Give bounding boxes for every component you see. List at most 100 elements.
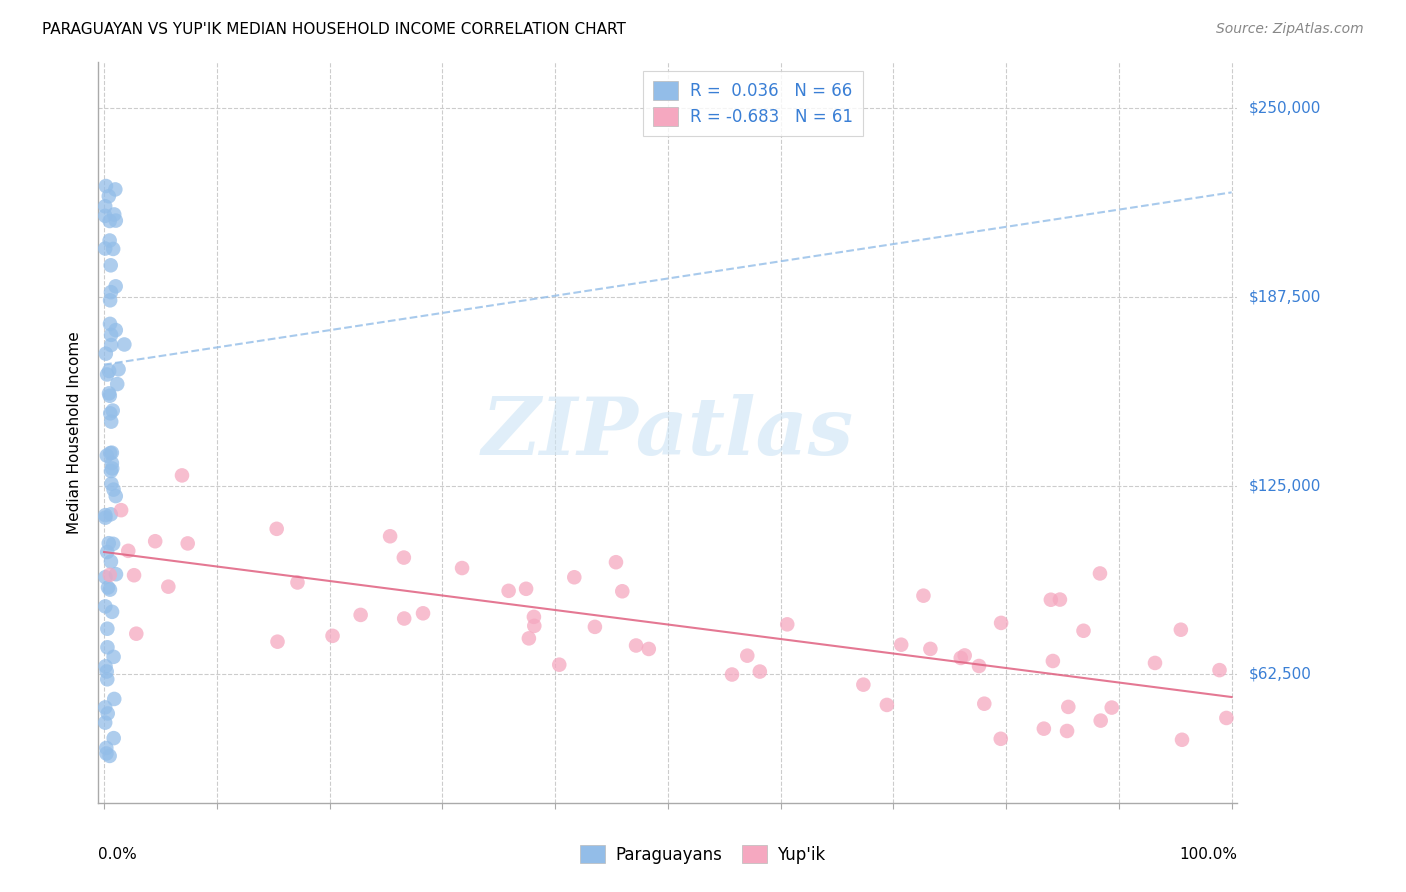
Point bbox=[94, 599, 117, 614]
Point bbox=[101, 446, 124, 460]
Point bbox=[143, 534, 166, 549]
Point bbox=[1032, 722, 1054, 736]
Point bbox=[637, 642, 659, 657]
Point bbox=[523, 610, 546, 624]
Point bbox=[967, 659, 990, 673]
Point bbox=[94, 508, 117, 523]
Point bbox=[98, 389, 121, 403]
Point bbox=[98, 748, 121, 763]
Point bbox=[104, 213, 127, 227]
Point bbox=[98, 364, 121, 378]
Point bbox=[990, 615, 1012, 630]
Point bbox=[103, 692, 125, 706]
Point bbox=[110, 503, 132, 517]
Point bbox=[1215, 711, 1237, 725]
Point bbox=[100, 476, 122, 491]
Text: $187,500: $187,500 bbox=[1249, 289, 1320, 304]
Point bbox=[94, 570, 117, 584]
Point bbox=[100, 327, 122, 342]
Point bbox=[94, 199, 117, 213]
Point bbox=[96, 640, 118, 655]
Point bbox=[94, 659, 117, 673]
Y-axis label: Median Household Income: Median Household Income bbox=[67, 331, 83, 534]
Point bbox=[100, 508, 122, 522]
Point bbox=[990, 731, 1012, 746]
Point bbox=[392, 550, 415, 565]
Legend: R =  0.036   N = 66, R = -0.683   N = 61: R = 0.036 N = 66, R = -0.683 N = 61 bbox=[644, 70, 863, 136]
Point bbox=[94, 209, 117, 223]
Point bbox=[101, 242, 124, 256]
Point bbox=[101, 537, 124, 551]
Text: $250,000: $250,000 bbox=[1249, 100, 1320, 115]
Point bbox=[98, 214, 121, 228]
Point bbox=[1143, 656, 1166, 670]
Point bbox=[1208, 663, 1230, 677]
Point bbox=[101, 605, 124, 619]
Point bbox=[104, 489, 127, 503]
Point bbox=[515, 582, 537, 596]
Point bbox=[100, 555, 122, 569]
Point bbox=[94, 715, 117, 730]
Point bbox=[392, 611, 415, 625]
Point bbox=[1073, 624, 1095, 638]
Point bbox=[920, 641, 942, 656]
Point bbox=[97, 581, 120, 595]
Point bbox=[953, 648, 976, 663]
Point bbox=[98, 293, 121, 308]
Point bbox=[1056, 723, 1078, 738]
Point bbox=[322, 629, 344, 643]
Point bbox=[96, 741, 118, 756]
Point bbox=[98, 567, 121, 582]
Point bbox=[624, 639, 647, 653]
Point bbox=[107, 362, 129, 376]
Point bbox=[157, 580, 180, 594]
Point bbox=[101, 456, 124, 470]
Point bbox=[612, 584, 634, 599]
Point bbox=[97, 536, 120, 550]
Point bbox=[170, 468, 193, 483]
Point bbox=[583, 620, 606, 634]
Point bbox=[94, 242, 117, 256]
Point bbox=[98, 386, 121, 401]
Point bbox=[973, 697, 995, 711]
Point bbox=[96, 449, 118, 463]
Point bbox=[98, 446, 121, 460]
Point bbox=[98, 317, 121, 331]
Point bbox=[748, 665, 770, 679]
Point bbox=[1090, 714, 1112, 728]
Point bbox=[1057, 699, 1080, 714]
Point bbox=[112, 337, 135, 351]
Point bbox=[103, 483, 125, 497]
Point bbox=[96, 622, 118, 636]
Point bbox=[1170, 623, 1192, 637]
Point bbox=[98, 582, 121, 597]
Point bbox=[96, 368, 118, 382]
Point bbox=[1039, 592, 1062, 607]
Text: $125,000: $125,000 bbox=[1249, 478, 1320, 493]
Point bbox=[117, 544, 139, 558]
Point bbox=[1042, 654, 1064, 668]
Point bbox=[350, 607, 373, 622]
Point bbox=[96, 545, 118, 559]
Point bbox=[100, 338, 122, 352]
Point bbox=[876, 698, 898, 712]
Point bbox=[721, 667, 744, 681]
Point bbox=[94, 510, 117, 524]
Text: Source: ZipAtlas.com: Source: ZipAtlas.com bbox=[1216, 22, 1364, 37]
Point bbox=[125, 626, 148, 640]
Point bbox=[104, 323, 127, 337]
Point bbox=[852, 678, 875, 692]
Text: ZIPatlas: ZIPatlas bbox=[482, 394, 853, 471]
Point bbox=[523, 619, 546, 633]
Point bbox=[97, 706, 120, 721]
Point bbox=[548, 657, 571, 672]
Point bbox=[1088, 566, 1111, 581]
Text: 100.0%: 100.0% bbox=[1180, 847, 1237, 863]
Point bbox=[103, 207, 125, 221]
Point bbox=[1101, 700, 1123, 714]
Point bbox=[605, 555, 627, 569]
Point bbox=[100, 258, 122, 272]
Point bbox=[890, 638, 912, 652]
Point bbox=[1171, 732, 1194, 747]
Point bbox=[177, 536, 200, 550]
